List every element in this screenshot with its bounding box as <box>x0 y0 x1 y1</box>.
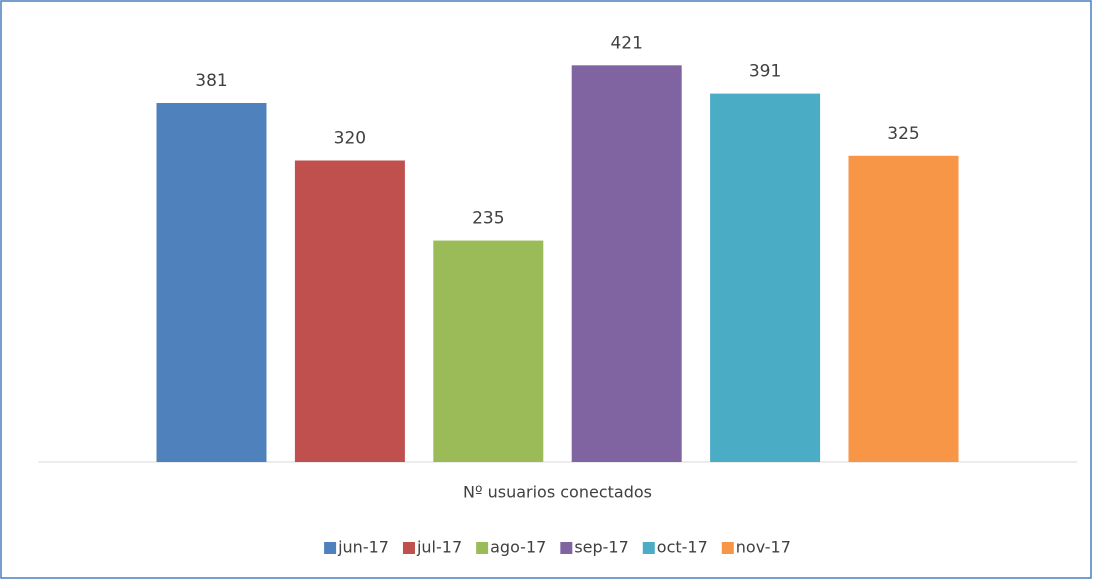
data-label: 235 <box>472 209 504 229</box>
legend-swatch <box>476 542 489 554</box>
legend-label: oct-17 <box>657 538 708 557</box>
x-tick-label: Nº usuarios conectados <box>463 483 652 502</box>
legend-label: jul-17 <box>416 538 462 557</box>
legend-swatch <box>642 542 655 554</box>
bar <box>294 160 405 462</box>
legend-swatch <box>402 542 415 554</box>
data-label: 325 <box>887 124 919 144</box>
bar <box>571 65 682 462</box>
legend-swatch <box>721 542 734 554</box>
legend-label: nov-17 <box>736 538 791 557</box>
data-label: 391 <box>749 62 781 82</box>
legend-swatch <box>324 542 337 554</box>
bar <box>710 93 821 462</box>
legend-swatch <box>560 542 573 554</box>
data-label: 320 <box>334 128 366 148</box>
data-label: 421 <box>610 33 642 53</box>
legend-label: ago-17 <box>490 538 546 557</box>
bar <box>433 240 544 462</box>
legend-label: sep-17 <box>574 538 628 557</box>
bar <box>156 103 267 462</box>
data-label: 381 <box>195 71 227 91</box>
legend-label: jun-17 <box>337 538 389 557</box>
bar <box>848 155 959 462</box>
